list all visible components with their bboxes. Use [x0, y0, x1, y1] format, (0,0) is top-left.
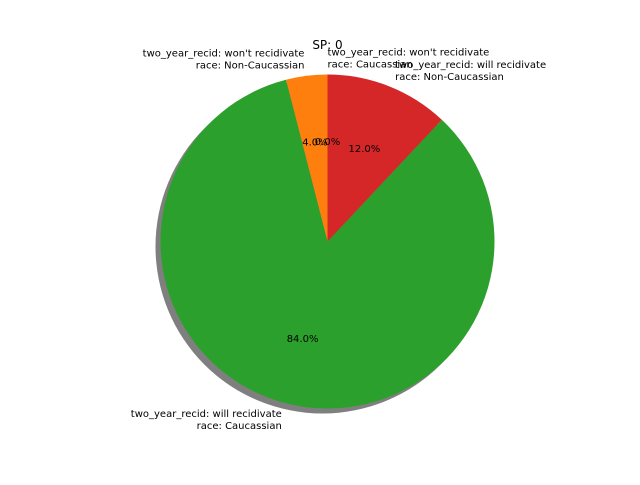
pie-slice-1 — [285, 74, 328, 242]
slice-pct-3: 12.0% — [348, 144, 380, 155]
pie-labels: two_year_recid: won't recidivate race: Ca… — [131, 47, 546, 432]
pie-slice-3 — [327, 74, 442, 242]
slice-pct-1: 4.0% — [302, 138, 327, 149]
slice-label-line: two_year_recid: won't recidivate — [328, 47, 490, 58]
pie-slices — [160, 74, 495, 409]
slice-label-line: two_year_recid: will recidivate — [131, 409, 282, 420]
slice-label-line: race: Caucassian — [328, 59, 413, 70]
slice-label-line: race: Non-Caucassian — [196, 61, 305, 72]
slice-label-line: two_year_recid: won't recidivate — [143, 49, 305, 60]
slice-pct-2: 84.0% — [287, 334, 319, 345]
slice-label-line: two_year_recid: will recidivate — [395, 60, 546, 71]
slice-label-0: two_year_recid: won't recidivate race: Ca… — [328, 47, 490, 70]
slice-label-1: two_year_recid: won't recidivate race: No… — [143, 49, 305, 72]
chart-title: SP: 0 — [312, 38, 342, 52]
slice-label-3: two_year_recid: will recidivate race: Non… — [395, 60, 546, 83]
slice-pct-0: 0.0% — [315, 137, 340, 148]
slice-label-line: race: Caucassian — [197, 421, 282, 432]
slice-label-line: race: Non-Caucassian — [395, 72, 504, 83]
slice-label-2: two_year_recid: will recidivate race: Cau… — [131, 409, 282, 432]
pie-slice-2 — [160, 79, 495, 409]
